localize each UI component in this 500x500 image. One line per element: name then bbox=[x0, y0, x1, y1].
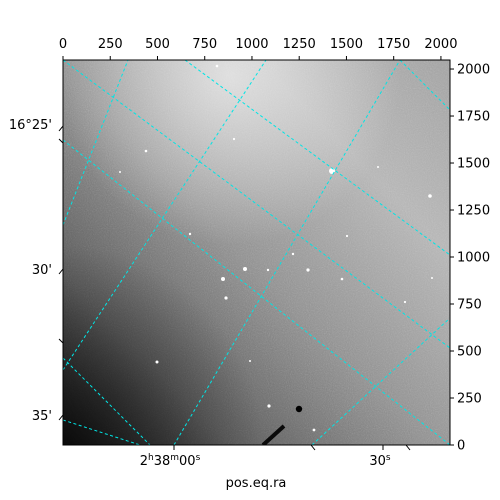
grid-line bbox=[63, 60, 129, 226]
right-tick-label: 1250 bbox=[457, 204, 490, 219]
grid-line bbox=[311, 317, 450, 445]
wcs-grid bbox=[63, 60, 450, 445]
right-tick-label: 1750 bbox=[457, 110, 490, 125]
top-pixel-axis: 0 250 500 750 1000 1250 1500 1750 2000 bbox=[59, 37, 457, 60]
right-pixel-axis: 0 250 500 750 1000 1250 1500 1750 2000 bbox=[450, 63, 490, 454]
left-dec-axis: 16°25' 30' 35' bbox=[9, 118, 64, 424]
right-tick-label: 1000 bbox=[457, 251, 490, 266]
right-tick-label: 250 bbox=[457, 392, 482, 407]
grid-line bbox=[173, 60, 401, 445]
grid-line bbox=[63, 419, 141, 445]
top-tick-label: 250 bbox=[98, 37, 123, 52]
top-tick-label: 2000 bbox=[424, 37, 457, 52]
top-tick-label: 0 bbox=[59, 37, 67, 52]
ra-tick-label: 30s bbox=[369, 453, 391, 469]
top-tick-label: 1250 bbox=[283, 37, 316, 52]
grid-line bbox=[63, 60, 450, 349]
top-tick-label: 1500 bbox=[330, 37, 363, 52]
grid-line bbox=[63, 60, 267, 371]
right-tick-label: 500 bbox=[457, 345, 482, 360]
dark-streak bbox=[261, 424, 286, 445]
top-tick-label: 500 bbox=[145, 37, 170, 52]
dec-tick-label: 35' bbox=[32, 409, 52, 424]
ra-tick-label: 2h38m00s bbox=[140, 453, 201, 469]
dec-tick-label: 30' bbox=[32, 263, 52, 278]
sky-image bbox=[63, 60, 450, 445]
top-tick-label: 1750 bbox=[377, 37, 410, 52]
grid-line bbox=[63, 357, 151, 445]
right-tick-label: 0 bbox=[457, 439, 465, 454]
dec-tick-label: 16°25' bbox=[9, 118, 52, 133]
top-tick-label: 1000 bbox=[235, 37, 268, 52]
right-tick-label: 750 bbox=[457, 298, 482, 313]
axes-frame bbox=[62, 59, 451, 446]
top-tick-label: 750 bbox=[192, 37, 217, 52]
grid-line bbox=[399, 60, 450, 111]
dark-spot bbox=[295, 405, 303, 413]
stars bbox=[119, 64, 433, 432]
right-tick-label: 1500 bbox=[457, 157, 490, 172]
bottom-ra-axis: 2h38m00s 30s bbox=[140, 444, 411, 469]
right-tick-label: 2000 bbox=[457, 63, 490, 78]
x-axis-label: pos.eq.ra bbox=[226, 476, 287, 491]
